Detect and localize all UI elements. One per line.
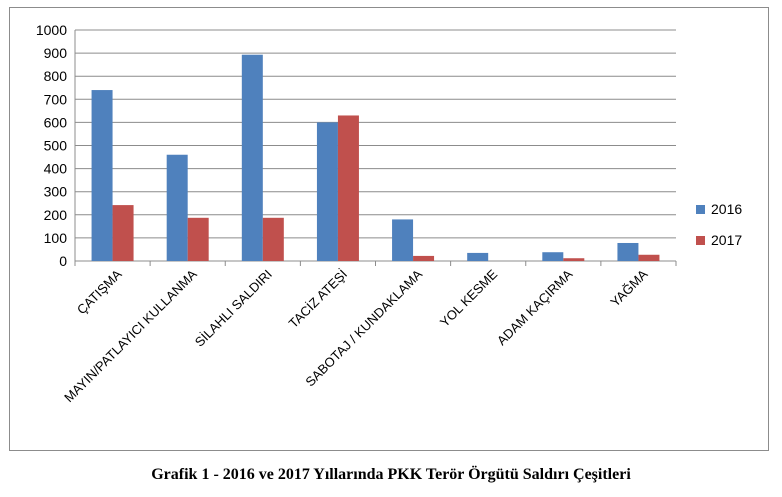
bar-2016-6 xyxy=(542,252,564,261)
bar-2016-0 xyxy=(91,90,113,261)
y-tick-label: 100 xyxy=(44,230,68,246)
x-category-label: ADAM KAÇIRMA xyxy=(494,266,576,348)
y-tick-label: 300 xyxy=(44,184,68,200)
bar-2016-3 xyxy=(316,122,338,262)
x-category-label: MAYIN/PATLAYICI KULLANMA xyxy=(61,266,200,405)
bar-2017-7 xyxy=(638,254,660,261)
bar-2016-1 xyxy=(166,154,188,261)
y-tick-label: 400 xyxy=(44,161,68,177)
y-tick-label: 800 xyxy=(44,68,68,84)
bar-2016-7 xyxy=(617,242,639,261)
legend-label-2017: 2017 xyxy=(711,232,742,248)
legend-swatch-2016 xyxy=(696,205,705,214)
bar-2017-2 xyxy=(262,217,284,261)
legend-swatch-2017 xyxy=(696,236,705,245)
bar-2016-5 xyxy=(467,252,489,261)
bar-2017-0 xyxy=(112,205,134,261)
y-tick-label: 500 xyxy=(44,138,68,154)
figure-caption: Grafik 1 - 2016 ve 2017 Yıllarında PKK T… xyxy=(151,466,631,483)
y-tick-label: 900 xyxy=(44,45,68,61)
x-category-label: ÇATIŞMA xyxy=(74,266,125,317)
bar-chart: 0 100 200 300 400 500 600 700 800 900 1000 ÇATIŞMAM… xyxy=(36,22,743,405)
y-tick-label: 600 xyxy=(44,114,68,130)
legend-label-2016: 2016 xyxy=(711,201,742,217)
y-tick-label: 200 xyxy=(44,207,68,223)
bar-2017-6 xyxy=(563,258,585,261)
bar-2017-4 xyxy=(413,255,435,261)
y-tick-label: 700 xyxy=(44,91,68,107)
bar-2017-1 xyxy=(187,217,209,261)
x-category-label: YAĞMA xyxy=(607,266,650,309)
bar-2016-2 xyxy=(241,54,263,262)
x-category-label: TACİZ ATEŞİ xyxy=(286,267,350,331)
chart-frame: 0 100 200 300 400 500 600 700 800 900 1000 ÇATIŞMA M… xyxy=(9,7,769,451)
x-category-label: SİLAHLI SALDIRI xyxy=(192,267,275,350)
y-tick-label: 0 xyxy=(59,253,67,269)
x-category-label: YOL KESME xyxy=(437,266,501,330)
bar-2016-4 xyxy=(392,219,414,261)
bar-2017-3 xyxy=(337,115,359,261)
y-tick-label: 1000 xyxy=(36,22,67,38)
